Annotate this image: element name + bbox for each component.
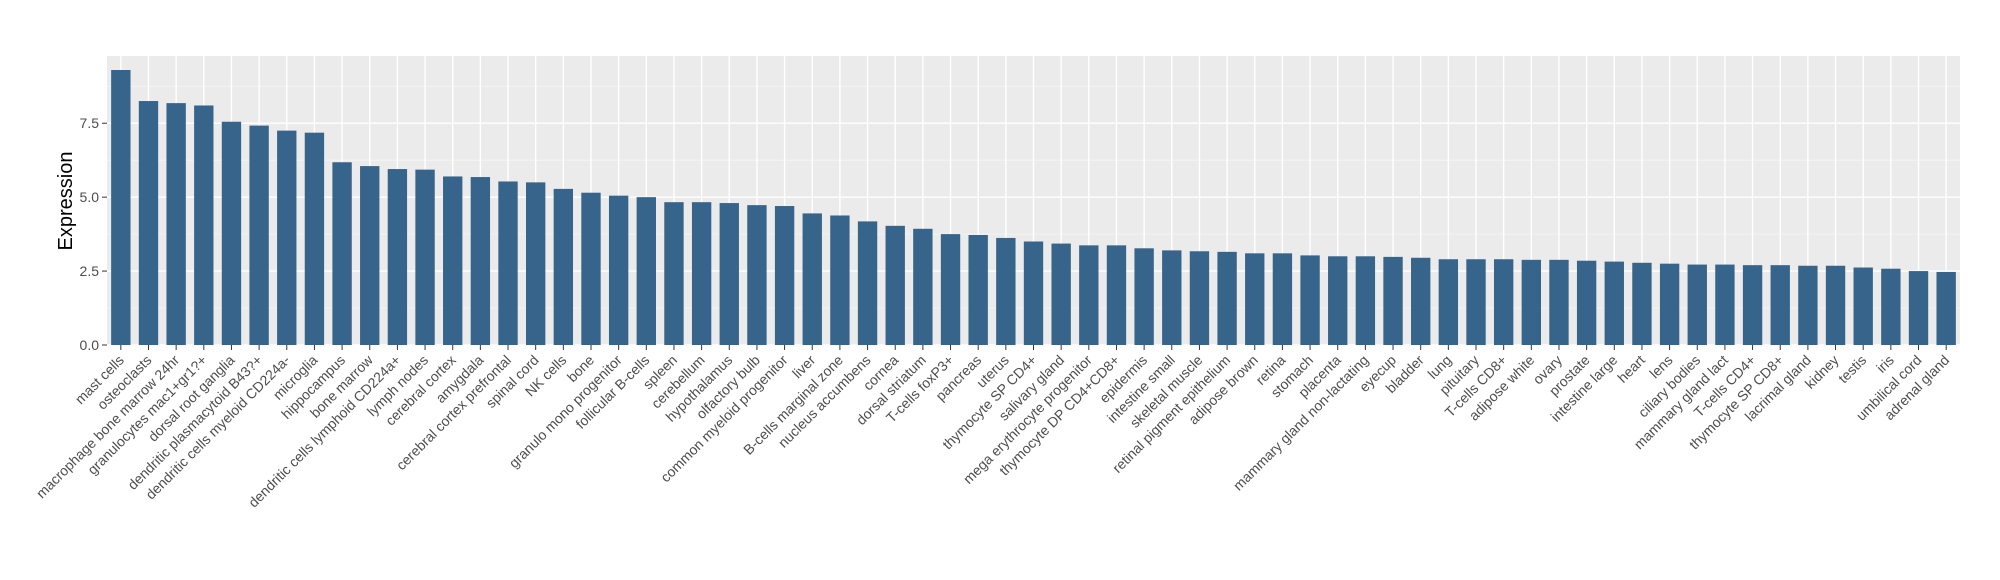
bar — [1715, 264, 1735, 345]
bar — [1853, 267, 1873, 345]
bar — [138, 101, 159, 345]
bar — [360, 166, 380, 345]
bar — [1936, 271, 1956, 345]
bar — [608, 195, 629, 345]
bar — [1881, 268, 1901, 345]
bar — [1770, 265, 1790, 345]
bar — [1162, 250, 1182, 345]
bar — [636, 197, 656, 345]
bar — [719, 203, 739, 345]
bar — [1355, 256, 1376, 345]
bar — [1106, 245, 1127, 345]
bar — [857, 221, 878, 345]
bar — [221, 121, 242, 345]
bar — [830, 215, 850, 345]
y-tick-label: 5.0 — [80, 189, 100, 205]
bar — [194, 105, 214, 345]
bar — [470, 177, 491, 345]
bar — [691, 202, 712, 345]
bar — [1272, 253, 1293, 345]
bar — [1659, 263, 1680, 345]
bar — [415, 169, 435, 345]
bar — [1742, 265, 1763, 345]
bar — [1189, 251, 1210, 345]
bar — [304, 132, 325, 345]
bar — [1079, 245, 1099, 345]
y-tick-label: 2.5 — [80, 263, 100, 279]
bar — [1411, 257, 1431, 345]
y-tick-label: 0.0 — [80, 337, 100, 353]
bar — [553, 188, 574, 345]
bar — [968, 235, 988, 345]
bar — [1245, 253, 1265, 345]
bar — [166, 103, 186, 345]
bar — [387, 169, 408, 345]
bar — [774, 206, 795, 345]
bar — [1134, 248, 1154, 345]
bar — [802, 213, 822, 345]
bar — [249, 125, 269, 345]
bar — [277, 130, 297, 345]
bar — [111, 70, 131, 345]
bar — [913, 228, 933, 345]
bar — [581, 192, 601, 345]
bar — [1632, 262, 1652, 345]
bar — [1549, 259, 1569, 345]
bar — [1687, 264, 1707, 345]
bar — [1217, 251, 1237, 345]
bar — [1300, 255, 1320, 345]
bar — [498, 181, 518, 345]
bar — [1051, 243, 1071, 345]
bar — [1908, 271, 1929, 345]
y-axis: 0.0 2.5 5.0 7.5 — [80, 115, 107, 353]
bar — [1604, 261, 1624, 345]
bar — [940, 234, 961, 345]
bar — [1023, 241, 1044, 345]
bars — [111, 70, 1956, 345]
bar — [525, 182, 546, 345]
x-tick-label: testis — [1835, 352, 1869, 386]
bar — [1466, 259, 1486, 345]
bar — [1576, 260, 1597, 345]
y-tick-label: 7.5 — [80, 115, 100, 131]
bar — [1383, 256, 1403, 345]
bar — [996, 237, 1016, 345]
x-tick-label: heart — [1614, 352, 1648, 386]
bar — [1798, 265, 1818, 345]
bar — [664, 202, 684, 345]
y-axis-title: Expression — [55, 152, 77, 251]
bar — [1438, 259, 1459, 345]
bar — [1493, 259, 1514, 345]
bar — [332, 162, 352, 345]
bar — [1825, 265, 1846, 345]
bar — [1521, 259, 1542, 345]
bar — [747, 205, 767, 345]
bar — [443, 176, 463, 345]
bar — [885, 225, 905, 345]
bar — [1328, 256, 1348, 345]
